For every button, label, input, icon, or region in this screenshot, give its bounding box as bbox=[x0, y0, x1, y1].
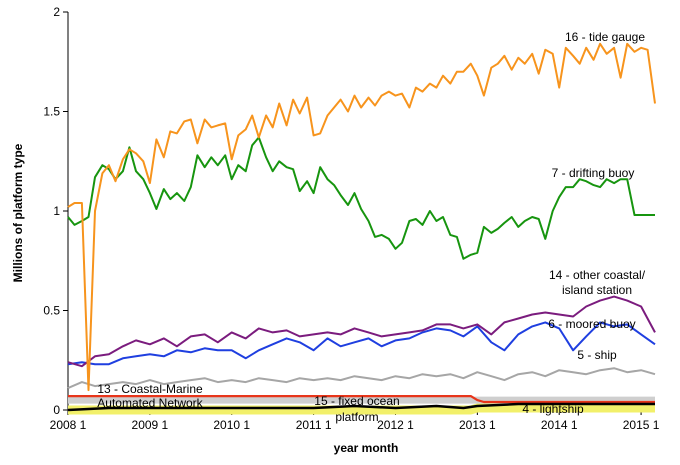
series-label-15-fixed-ocean-platform: platform bbox=[335, 410, 378, 424]
series-line-7-drifting-buoy bbox=[67, 136, 655, 260]
series-line-6-moored-buoy bbox=[67, 321, 656, 366]
x-tick-label: 2015 1 bbox=[623, 418, 660, 432]
y-axis-ticks: 0 0.5 1 1.5 2 bbox=[43, 5, 68, 417]
x-tick-label: 2008 1 bbox=[50, 418, 87, 432]
series-layer bbox=[67, 42, 656, 415]
series-line-13-coastal-marine-automated-network bbox=[68, 395, 655, 404]
series-label-5-ship: 5 - ship bbox=[577, 348, 617, 362]
series-line-14-other-coastal-island-station bbox=[67, 295, 656, 368]
series-label-15-fixed-ocean-platform: 15 - fixed ocean bbox=[314, 394, 399, 408]
y-tick-label: 1.5 bbox=[43, 105, 60, 119]
series-label-16-tide-gauge: 16 - tide gauge bbox=[565, 30, 645, 44]
x-tick-label: 2014 1 bbox=[541, 418, 578, 432]
y-tick-label: 2 bbox=[53, 5, 60, 19]
series-label-4-lightship: 4 - lightship bbox=[522, 402, 584, 416]
series-labels: 16 - tide gauge 7 - drifting buoy 14 - oth… bbox=[97, 30, 645, 424]
x-tick-label: 2009 1 bbox=[132, 418, 169, 432]
y-tick-label: 1 bbox=[53, 204, 60, 218]
series-line-black-baseline-series bbox=[67, 402, 655, 412]
series-label-13-coastal-marine-automated-network: 13 - Coastal-Marine bbox=[97, 382, 203, 396]
x-tick-label: 2013 1 bbox=[459, 418, 496, 432]
series-label-14-other-coastal-island-station: island station bbox=[562, 283, 632, 297]
y-axis-title: Millions of platform type bbox=[11, 143, 25, 282]
series-line-4-lightship bbox=[68, 403, 655, 415]
y-tick-label: 0.5 bbox=[43, 304, 60, 318]
series-line-5-ship bbox=[67, 367, 656, 390]
x-tick-label: 2012 1 bbox=[377, 418, 414, 432]
x-axis-title: year month bbox=[334, 441, 399, 455]
series-label-7-drifting-buoy: 7 - drifting buoy bbox=[552, 166, 635, 180]
series-label-13-coastal-marine-automated-network: Automated Network bbox=[97, 396, 203, 410]
x-tick-label: 2010 1 bbox=[213, 418, 250, 432]
x-tick-label: 2011 1 bbox=[296, 418, 332, 432]
y-tick-label: 0 bbox=[53, 403, 60, 417]
series-label-6-moored-buoy: 6 - moored buoy bbox=[548, 317, 635, 331]
x-axis-ticks: 2008 1 2009 1 2010 1 2011 1 2012 1 2013 1 2014… bbox=[50, 410, 660, 432]
series-label-14-other-coastal-island-station: 14 - other coastal/ bbox=[549, 268, 646, 282]
series-line-16-tide-gauge bbox=[67, 42, 656, 392]
